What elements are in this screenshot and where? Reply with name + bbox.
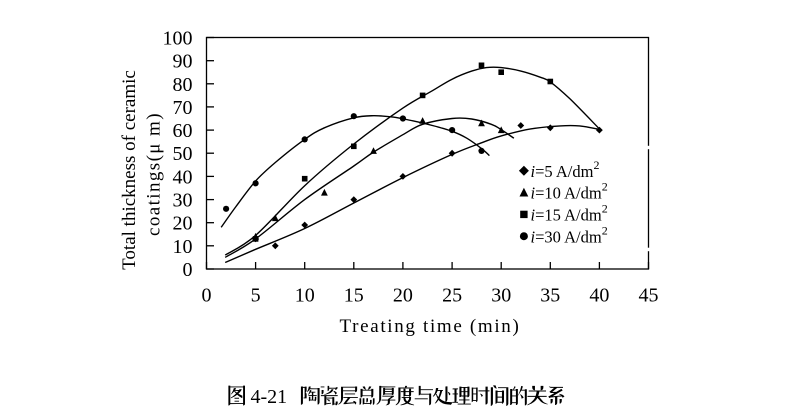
svg-text:10: 10 [173, 236, 193, 258]
svg-text:10: 10 [295, 285, 315, 307]
svg-text:60: 60 [173, 120, 193, 142]
svg-text:90: 90 [173, 51, 193, 73]
svg-text:50: 50 [173, 143, 193, 165]
svg-text:Treating time (min): Treating time (min) [340, 316, 521, 337]
svg-text:45: 45 [639, 285, 659, 307]
svg-text:40: 40 [173, 166, 193, 188]
svg-text:4-21: 4-21 [251, 386, 288, 408]
svg-text:i=10 A/dm2: i=10 A/dm2 [531, 180, 608, 203]
svg-text:i=5 A/dm2: i=5 A/dm2 [531, 158, 600, 181]
svg-text:30: 30 [491, 285, 511, 307]
svg-text:20: 20 [393, 285, 413, 307]
svg-text:i=30 A/dm2: i=30 A/dm2 [531, 223, 608, 246]
svg-text:i=15 A/dm2: i=15 A/dm2 [531, 202, 608, 225]
svg-text:15: 15 [344, 285, 364, 307]
svg-text:40: 40 [589, 285, 609, 307]
svg-text:20: 20 [173, 213, 193, 235]
svg-text:5: 5 [251, 285, 261, 307]
svg-text:coatings(μ m): coatings(μ m) [144, 112, 165, 236]
svg-text:70: 70 [173, 97, 193, 119]
svg-text:80: 80 [173, 74, 193, 96]
svg-text:35: 35 [540, 285, 560, 307]
svg-text:30: 30 [173, 190, 193, 212]
svg-text:Total thickness of ceramic: Total thickness of ceramic [119, 70, 140, 270]
svg-text:25: 25 [442, 285, 462, 307]
svg-text:0: 0 [183, 259, 193, 281]
svg-text:100: 100 [163, 28, 193, 50]
svg-text:0: 0 [202, 285, 212, 307]
